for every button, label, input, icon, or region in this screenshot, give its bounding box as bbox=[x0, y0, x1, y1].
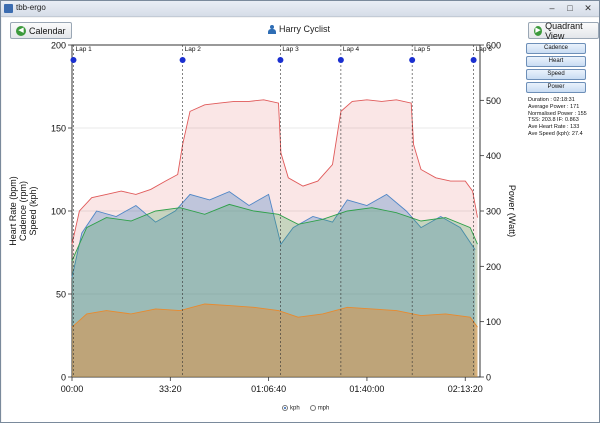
person-icon bbox=[268, 24, 276, 34]
kph-radio[interactable] bbox=[282, 405, 288, 411]
speed-series-line bbox=[71, 303, 478, 328]
right-tick-label: 200 bbox=[486, 262, 501, 272]
x-tick-label: 00:00 bbox=[61, 384, 84, 394]
kph-option[interactable]: kph bbox=[282, 405, 300, 412]
right-tick-label: 300 bbox=[486, 207, 501, 217]
power-toggle-button[interactable]: Power bbox=[526, 82, 586, 93]
left-tick-label: 100 bbox=[51, 207, 66, 217]
mph-option[interactable]: mph bbox=[309, 405, 330, 412]
power-area bbox=[72, 191, 476, 377]
left-tick-label: 150 bbox=[51, 124, 66, 134]
left-axis-label: Cadence (rpm) bbox=[18, 181, 28, 241]
right-tick-label: 600 bbox=[486, 41, 501, 51]
activity-chart[interactable]: Lap 1 Lap 2 Lap 3 Lap 4 Lap 5 Lap 6 0 50 100 150 2… bbox=[2, 18, 522, 403]
heart-toggle-button[interactable]: Heart bbox=[526, 56, 586, 67]
cadence-toggle-button[interactable]: Cadence bbox=[526, 43, 586, 54]
power-series-line bbox=[71, 191, 476, 278]
cadence-area bbox=[72, 204, 478, 377]
right-tick-label: 400 bbox=[486, 151, 501, 161]
left-axis-label: Heart Rate (bpm) bbox=[8, 176, 18, 246]
heart-series-line bbox=[71, 99, 478, 245]
athlete-name-label: Harry Cyclist bbox=[279, 24, 330, 34]
arrow-left-icon: ◀ bbox=[16, 25, 26, 36]
ride-summary: Duration : 02:18:31 Average Power : 171 … bbox=[528, 97, 587, 138]
kph-label: kph bbox=[290, 405, 300, 412]
lap-label: Lap 4 bbox=[343, 46, 360, 53]
right-tick-label: 500 bbox=[486, 96, 501, 106]
right-axis-label: Power (Watt) bbox=[507, 185, 517, 237]
summary-ave-speed: Ave Speed (kph): 27.4 bbox=[528, 130, 583, 137]
summary-tss-if: TSS: 203.8 IF: 0.863 bbox=[528, 117, 579, 124]
lap-label: Lap 3 bbox=[282, 46, 299, 53]
unit-selector: kph mph bbox=[282, 405, 329, 412]
calendar-button[interactable]: ◀ Calendar bbox=[10, 22, 72, 39]
mph-radio[interactable] bbox=[309, 405, 316, 411]
lap-label: Lap 1 bbox=[75, 46, 92, 53]
x-tick-label: 01:40:00 bbox=[349, 384, 384, 394]
summary-ave-heart-rate: Ave Heart Rate : 133 bbox=[528, 124, 580, 131]
maximize-icon[interactable]: □ bbox=[567, 3, 573, 13]
cadence-series-line bbox=[71, 203, 478, 261]
x-tick-label: 01:06:40 bbox=[251, 384, 286, 394]
summary-normalised-power: Normalised Power : 155 bbox=[528, 110, 587, 117]
mph-label: mph bbox=[317, 405, 330, 412]
title-bar: tbb-ergo – □ ✕ bbox=[1, 1, 599, 17]
lap-label: Lap 2 bbox=[185, 46, 202, 53]
minimize-icon[interactable]: – bbox=[549, 3, 555, 13]
window-title: tbb-ergo bbox=[16, 3, 46, 12]
quadrant-view-button-label: Quadrant View bbox=[545, 20, 583, 41]
lap-marker-dot bbox=[409, 57, 416, 63]
lap-label: Lap 6 bbox=[476, 46, 493, 53]
quadrant-view-button[interactable]: ▶ Quadrant View bbox=[528, 20, 599, 41]
right-tick-label: 100 bbox=[486, 317, 501, 327]
left-tick-label: 200 bbox=[51, 41, 66, 51]
lap-marker-dot bbox=[277, 57, 284, 63]
summary-average-power: Average Power : 171 bbox=[528, 103, 580, 110]
speed-area bbox=[72, 304, 478, 377]
athlete-name: Harry Cyclist bbox=[268, 24, 330, 34]
calendar-button-label: Calendar bbox=[29, 25, 66, 36]
lap-marker-dot bbox=[179, 57, 186, 63]
lap-label: Lap 5 bbox=[414, 46, 431, 53]
left-tick-label: 50 bbox=[56, 290, 66, 300]
x-tick-label: 33:20 bbox=[159, 384, 182, 394]
main-content: ◀ Calendar Harry Cyclist ▶ Quadrant View… bbox=[2, 18, 599, 422]
summary-duration: Duration : 02:18:31 bbox=[528, 97, 575, 103]
app-icon bbox=[4, 4, 13, 13]
left-axis-label: Speed (kph) bbox=[28, 186, 38, 235]
speed-toggle-button[interactable]: Speed bbox=[526, 69, 586, 80]
left-tick-label: 0 bbox=[61, 373, 66, 383]
arrow-right-icon: ▶ bbox=[534, 25, 543, 36]
lap-marker-dot bbox=[470, 57, 477, 63]
x-tick-label: 02:13:20 bbox=[448, 384, 483, 394]
lap-marker-dot bbox=[70, 57, 77, 63]
lap-marker-dot bbox=[337, 57, 344, 63]
close-icon[interactable]: ✕ bbox=[584, 3, 592, 13]
heart-area bbox=[72, 99, 478, 378]
right-tick-label: 0 bbox=[486, 373, 491, 383]
